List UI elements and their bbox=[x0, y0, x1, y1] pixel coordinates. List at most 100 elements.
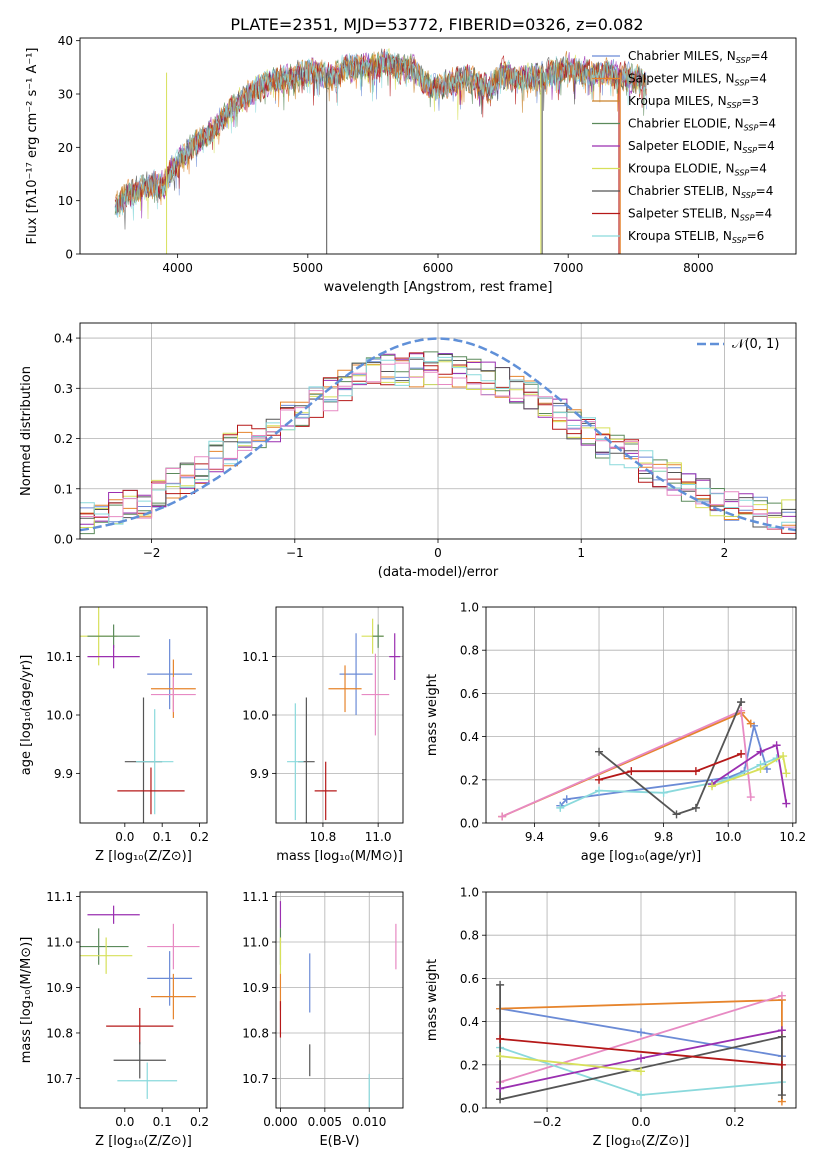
y-tick-label: 0.6 bbox=[460, 687, 479, 701]
error-bar-point bbox=[117, 1062, 178, 1099]
plot-area bbox=[80, 323, 796, 539]
x-tick-label: 1 bbox=[577, 546, 585, 560]
y-tick-label: 30 bbox=[58, 88, 73, 102]
x-tick-label: 8000 bbox=[683, 261, 714, 275]
y-tick-label: 0.3 bbox=[54, 382, 73, 396]
spectrum-series-line bbox=[114, 48, 647, 221]
x-tick-label: −1 bbox=[286, 546, 304, 560]
weight-series bbox=[496, 991, 786, 1087]
weight-series bbox=[496, 1034, 786, 1069]
weight-marker bbox=[782, 799, 791, 808]
weight-marker bbox=[772, 741, 781, 750]
weight-marker bbox=[782, 769, 791, 778]
weight-marker bbox=[691, 803, 700, 812]
weight-marker bbox=[672, 810, 681, 819]
plot-area bbox=[276, 892, 403, 1108]
plot-area bbox=[486, 892, 796, 1108]
y-tick-label: 0.4 bbox=[460, 730, 479, 744]
y-tick-label: 0.8 bbox=[460, 644, 479, 658]
error-bar-point bbox=[147, 923, 200, 970]
weight-marker bbox=[496, 980, 505, 989]
y-axis-label: Flux [fλ10⁻¹⁷ erg cm⁻² s⁻¹ A⁻¹] bbox=[25, 48, 40, 245]
y-tick-label: 1.0 bbox=[460, 886, 479, 900]
weight-marker bbox=[746, 719, 755, 728]
legend-label: Kroupa ELODIE, NSSP=4 bbox=[628, 162, 767, 178]
plot-area bbox=[276, 607, 403, 823]
x-tick-label: 10.0 bbox=[715, 830, 742, 844]
x-tick-label: 0 bbox=[434, 546, 442, 560]
weight-marker bbox=[637, 1028, 645, 1037]
weight-line bbox=[559, 725, 768, 807]
y-axis-label: Normed distribution bbox=[19, 366, 34, 496]
x-tick-label: 10.8 bbox=[310, 830, 337, 844]
panel-massweight-vs-z: −0.2 0.0 0.2 0.0 0.2 0.4 0.6 0.8 1.0 Z [log₁₀(Z/Z… bbox=[425, 886, 797, 1149]
weight-marker bbox=[496, 1084, 505, 1093]
histogram-series bbox=[80, 362, 796, 530]
weight-marker bbox=[637, 1054, 645, 1063]
weight-line bbox=[500, 1055, 642, 1073]
x-tick-label: 9.4 bbox=[525, 830, 544, 844]
legend-entry: Salpeter MILES, NSSP=4 bbox=[592, 72, 767, 88]
weight-marker bbox=[595, 786, 604, 795]
x-tick-label: −2 bbox=[143, 546, 161, 560]
legend-entry: Salpeter STELIB, NSSP=4 bbox=[592, 207, 772, 223]
plot-area bbox=[80, 905, 200, 1099]
x-tick-label: 0.2 bbox=[190, 830, 209, 844]
x-tick-label: 0.0 bbox=[115, 1115, 134, 1129]
weight-series bbox=[498, 708, 755, 821]
weight-line bbox=[598, 701, 742, 816]
weight-marker bbox=[496, 1052, 505, 1061]
weight-marker bbox=[562, 795, 571, 804]
error-bar-point bbox=[80, 928, 129, 965]
legend-entry: Chabrier MILES, NSSP=4 bbox=[592, 49, 768, 65]
error-bar-point bbox=[150, 677, 196, 713]
y-tick-label: 9.9 bbox=[250, 767, 269, 781]
y-tick-label: 0.2 bbox=[460, 773, 479, 787]
y-tick-label: 11.0 bbox=[242, 936, 269, 950]
y-tick-label: 10.7 bbox=[242, 1072, 269, 1086]
x-tick-label: 6000 bbox=[423, 261, 454, 275]
weight-marker bbox=[777, 1060, 786, 1069]
weight-line bbox=[711, 743, 788, 804]
y-tick-label: 0.8 bbox=[460, 929, 479, 943]
panel-spectrum: 4000 5000 6000 7000 8000 0 10 20 30 40 wavelength … bbox=[25, 34, 797, 295]
legend-entry: Kroupa MILES, NSSP=3 bbox=[592, 94, 759, 110]
weight-line bbox=[559, 757, 777, 809]
weight-marker bbox=[556, 803, 565, 812]
weight-series bbox=[708, 752, 791, 791]
weight-line bbox=[598, 753, 742, 781]
weight-marker bbox=[746, 793, 755, 802]
y-tick-label: 10.1 bbox=[242, 650, 269, 664]
x-axis-label: Z [log₁₀(Z/Z⊙)] bbox=[95, 849, 192, 864]
x-tick-label: 7000 bbox=[553, 261, 584, 275]
weight-marker bbox=[777, 1091, 786, 1100]
panel-mass-vs-z: 0.0 0.1 0.2 10.7 10.8 10.9 11.0 11.1 Z [log₁₀(Z/… bbox=[19, 890, 209, 1149]
axes-frame bbox=[79, 37, 797, 255]
error-bar-point bbox=[147, 639, 193, 710]
y-tick-label: 40 bbox=[58, 34, 73, 48]
y-tick-label: 11.1 bbox=[46, 890, 73, 904]
x-tick-label: 0.000 bbox=[263, 1115, 297, 1129]
y-tick-label: 20 bbox=[58, 141, 73, 155]
y-tick-label: 11.0 bbox=[46, 936, 73, 950]
weight-series bbox=[556, 754, 781, 812]
spectrum-legend: Chabrier MILES, NSSP=4 Salpeter MILES, NS… bbox=[592, 49, 776, 245]
error-bar-point bbox=[117, 767, 185, 815]
legend-label: Chabrier MILES, NSSP=4 bbox=[628, 49, 768, 65]
legend-label: Kroupa STELIB, NSSP=6 bbox=[628, 229, 764, 245]
x-tick-label: 4000 bbox=[162, 261, 193, 275]
y-axis-label: mass weight bbox=[425, 959, 440, 1041]
x-tick-label: 5000 bbox=[293, 261, 324, 275]
x-tick-label: 2 bbox=[721, 546, 729, 560]
weight-marker bbox=[637, 1067, 645, 1076]
weight-series bbox=[496, 1026, 786, 1093]
y-tick-label: 10.9 bbox=[46, 981, 73, 995]
y-tick-label: 0.0 bbox=[460, 817, 479, 831]
x-tick-label: −0.2 bbox=[532, 1115, 561, 1129]
y-tick-label: 0.6 bbox=[460, 972, 479, 986]
plot-area bbox=[114, 48, 647, 254]
error-bar-point bbox=[136, 709, 174, 815]
panel-mass-vs-ebv: 0.000 0.005 0.010 10.7 10.8 10.9 11.0 11.1 E(B-V… bbox=[242, 890, 404, 1149]
error-bar-point bbox=[80, 937, 133, 974]
